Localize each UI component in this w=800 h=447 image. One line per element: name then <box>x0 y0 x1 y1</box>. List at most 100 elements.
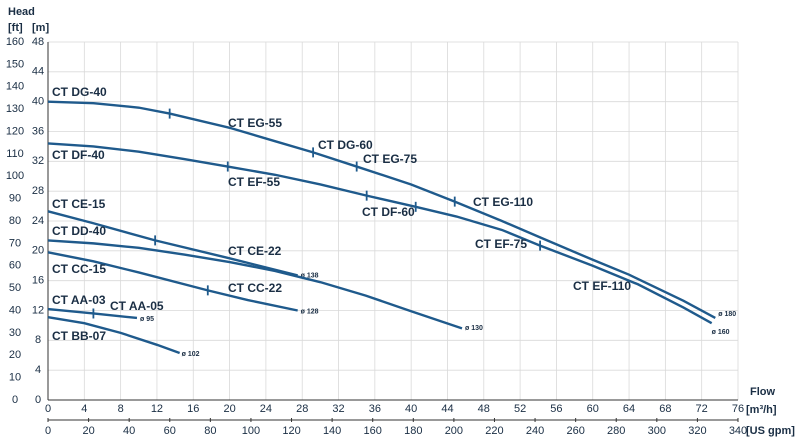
y2-tick-label: 160 <box>6 36 24 48</box>
pump-model-label: CT CE-15 <box>52 197 106 211</box>
x-tick-label: 56 <box>550 403 562 415</box>
y2-tick-label: 100 <box>6 170 24 182</box>
y-tick-label: 40 <box>32 96 44 108</box>
y-axis-title: Head <box>8 6 35 18</box>
y2-tick-label: 90 <box>9 193 21 205</box>
y-tick-label: 16 <box>32 275 44 287</box>
pump-curve <box>47 142 713 325</box>
x2-tick-label: 160 <box>364 425 382 437</box>
impeller-label: ø 102 <box>182 351 200 358</box>
x-tick-label: 20 <box>223 403 235 415</box>
y-tick-label: 44 <box>32 66 44 78</box>
x2-tick-label: 280 <box>607 425 625 437</box>
x-tick-label: 24 <box>260 403 272 415</box>
x-tick-label: 72 <box>696 403 708 415</box>
y-tick-label: 20 <box>32 245 44 257</box>
pump-model-label: CT CE-22 <box>228 244 282 258</box>
pump-curve <box>47 100 716 320</box>
x-tick-label: 4 <box>81 403 87 415</box>
pump-model-label: CT DG-40 <box>52 85 107 99</box>
x2-tick-label: 0 <box>45 425 51 437</box>
y2-tick-label: 10 <box>9 372 21 384</box>
pump-model-label: CT EF-110 <box>573 279 631 293</box>
y2-unit: [ft] <box>8 22 23 34</box>
pump-curve <box>47 251 298 312</box>
y-tick-label: 12 <box>32 304 44 316</box>
x2-tick-label: 180 <box>404 425 422 437</box>
x-unit: [m³/h] <box>746 404 777 416</box>
pump-model-label: CT DF-60 <box>362 205 415 219</box>
y-tick-label: 48 <box>32 36 44 48</box>
pump-curve <box>47 316 181 355</box>
x2-unit: [US gpm] <box>746 425 795 437</box>
y2-tick-label: 60 <box>9 260 21 272</box>
y-tick-label: 32 <box>32 155 44 167</box>
y-tick-label: 36 <box>32 125 44 137</box>
x-tick-label: 36 <box>369 403 381 415</box>
y2-tick-label: 20 <box>9 349 21 361</box>
pump-model-label: CT DF-40 <box>52 148 105 162</box>
x2-tick-label: 140 <box>323 425 341 437</box>
pump-model-label: CT BB-07 <box>52 329 106 343</box>
x2-tick-label: 220 <box>485 425 503 437</box>
y-tick-label: 8 <box>35 334 41 346</box>
x2-tick-label: 20 <box>82 425 94 437</box>
impeller-label: ø 130 <box>465 325 483 332</box>
pump-model-label: CT DD-40 <box>52 224 106 238</box>
pump-model-label: CT CC-22 <box>228 281 282 295</box>
x-tick-label: 40 <box>405 403 417 415</box>
y-tick-label: 28 <box>32 185 44 197</box>
pump-model-label: CT EG-55 <box>228 116 282 130</box>
x-tick-label: 16 <box>187 403 199 415</box>
x-tick-label: 44 <box>441 403 453 415</box>
y2-tick-label: 140 <box>6 81 24 93</box>
x-tick-label: 8 <box>118 403 124 415</box>
pump-model-label: CT AA-05 <box>110 299 164 313</box>
x-tick-label: 12 <box>151 403 163 415</box>
pump-model-label: CT EF-55 <box>228 175 280 189</box>
y-tick-label: 24 <box>32 215 44 227</box>
y-tick-label: 4 <box>35 364 41 376</box>
x-tick-label: 68 <box>659 403 671 415</box>
x2-tick-label: 300 <box>648 425 666 437</box>
y-unit: [m] <box>32 22 49 34</box>
y2-tick-label: 0 <box>12 394 18 406</box>
x-tick-label: 0 <box>45 403 51 415</box>
impeller-label: ø 95 <box>140 316 154 323</box>
x2-tick-label: 100 <box>242 425 260 437</box>
x2-tick-label: 320 <box>688 425 706 437</box>
pump-model-label: CT CC-15 <box>52 262 106 276</box>
x2-tick-label: 240 <box>526 425 544 437</box>
y2-tick-label: 150 <box>6 58 24 70</box>
x2-tick-label: 340 <box>729 425 747 437</box>
impeller-label: ø 138 <box>301 272 319 279</box>
x-tick-label: 64 <box>623 403 635 415</box>
x-tick-label: 76 <box>732 403 744 415</box>
y2-tick-label: 110 <box>6 148 24 160</box>
y2-tick-label: 130 <box>6 103 24 115</box>
x-tick-label: 60 <box>587 403 599 415</box>
pump-model-label: CT AA-03 <box>52 293 106 307</box>
y2-tick-label: 50 <box>9 282 21 294</box>
x2-tick-label: 80 <box>204 425 216 437</box>
pump-model-label: CT EG-75 <box>363 152 417 166</box>
impeller-label: ø 160 <box>712 329 730 336</box>
y-tick-label: 0 <box>35 394 41 406</box>
x2-tick-label: 40 <box>123 425 135 437</box>
x2-tick-label: 200 <box>445 425 463 437</box>
pump-model-label: CT EF-75 <box>475 237 527 251</box>
x-tick-label: 32 <box>332 403 344 415</box>
pump-model-label: CT DG-60 <box>318 138 373 152</box>
y2-tick-label: 40 <box>9 304 21 316</box>
pump-model-label: CT EG-110 <box>473 195 533 209</box>
y2-tick-label: 120 <box>6 125 24 137</box>
y2-tick-label: 30 <box>9 327 21 339</box>
x-tick-label: 28 <box>296 403 308 415</box>
x-tick-label: 48 <box>478 403 490 415</box>
impeller-label: ø 128 <box>301 308 319 315</box>
pump-curve <box>47 239 463 330</box>
x-axis-title: Flow <box>750 386 775 398</box>
x2-tick-label: 120 <box>282 425 300 437</box>
x2-tick-label: 260 <box>566 425 584 437</box>
